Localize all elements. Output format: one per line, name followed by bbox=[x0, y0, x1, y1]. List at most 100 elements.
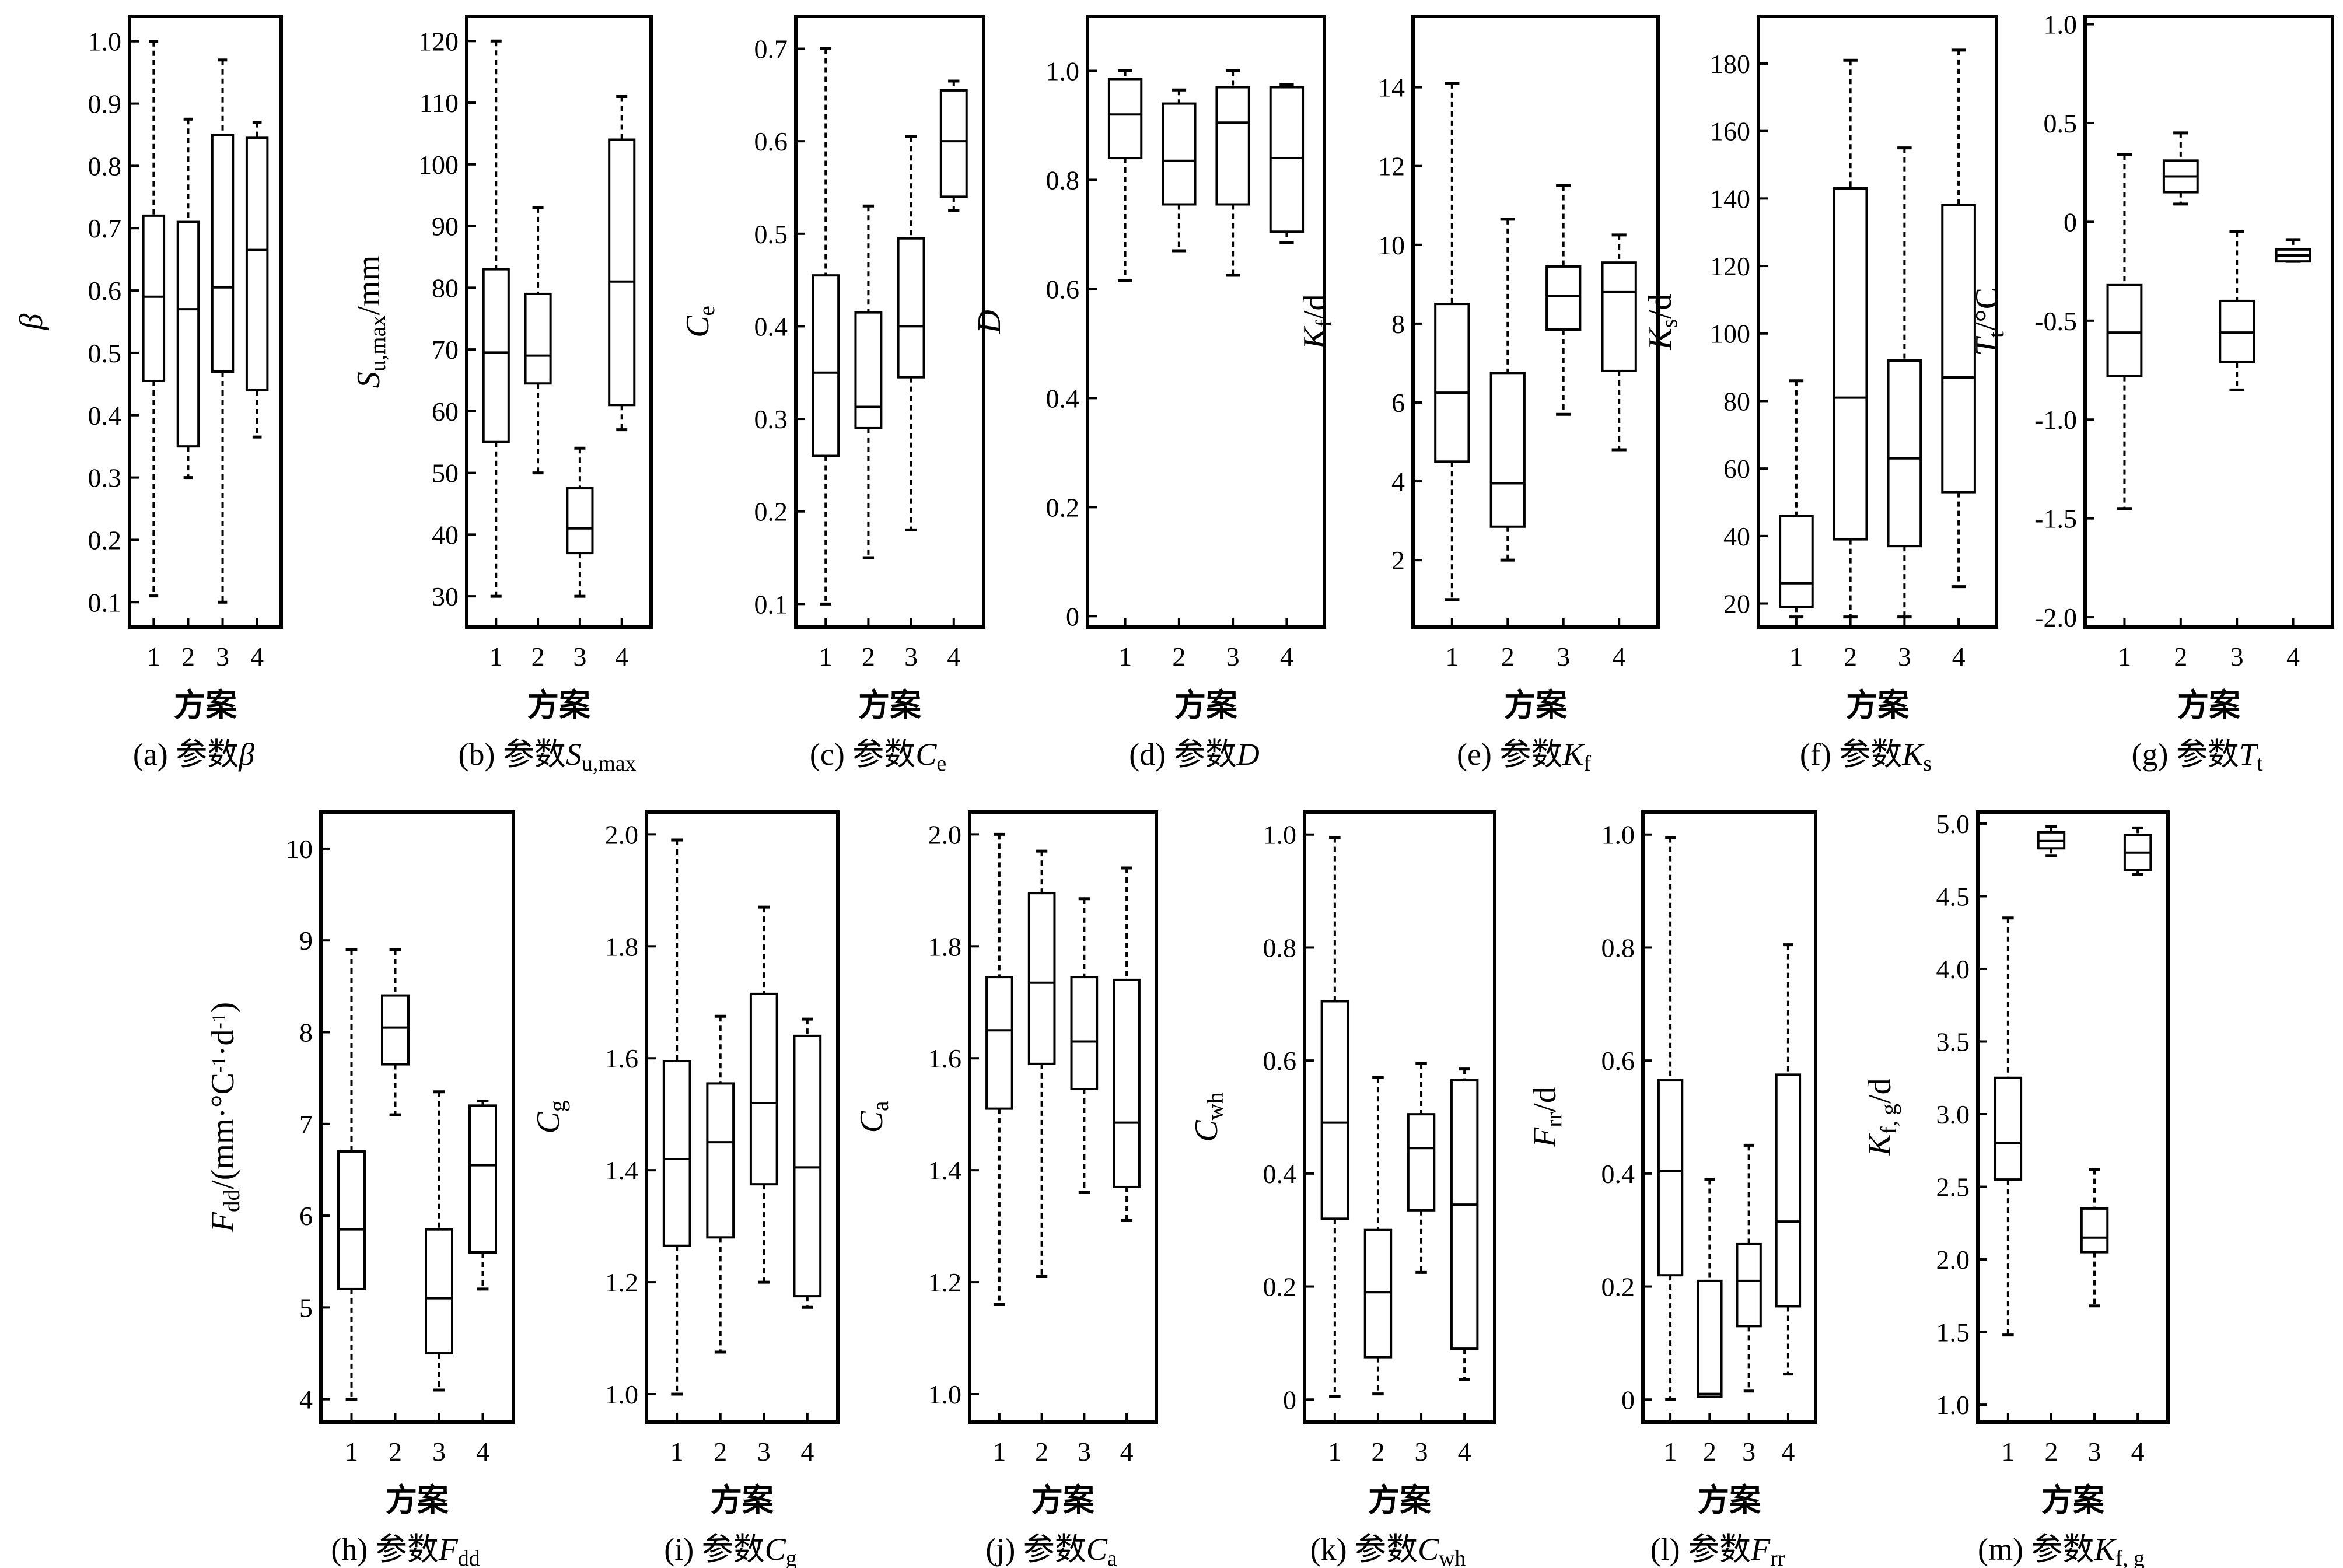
plot-frame bbox=[1411, 15, 1660, 629]
y-tick-label: 2 bbox=[1391, 545, 1405, 575]
x-tick-label: 3 bbox=[1415, 1437, 1428, 1466]
iqr-box bbox=[812, 274, 840, 457]
box-scheme-2 bbox=[176, 117, 200, 480]
box-scheme-4 bbox=[608, 94, 636, 432]
box-scheme-3 bbox=[1887, 146, 1922, 619]
y-tick-label: 20 bbox=[1723, 589, 1750, 619]
panel-l: 0 0.2 0.4 0.6 0.8 1.0 1 2 3 4 Frr/d 方案 (l) 参数Frr bbox=[1527, 810, 1817, 1568]
y-tick-label: 5.0 bbox=[1936, 809, 1970, 839]
box-scheme-3 bbox=[1070, 897, 1099, 1195]
y-tick-label: 0.6 bbox=[1601, 1046, 1635, 1076]
panel-caption: (h) 参数Fdd bbox=[331, 1532, 480, 1568]
y-axis-label: D bbox=[971, 310, 1008, 334]
iqr-box bbox=[482, 268, 510, 443]
y-tick-label: 1.2 bbox=[928, 1268, 962, 1297]
iqr-box bbox=[1107, 78, 1143, 160]
y-tick-label: -2.0 bbox=[2034, 603, 2077, 632]
box-scheme-2 bbox=[524, 206, 552, 475]
y-axis-label: Frr/d bbox=[1527, 1087, 1566, 1148]
x-tick-label: 4 bbox=[1458, 1437, 1471, 1466]
panel-h: 4 5 6 7 8 9 10 1 2 3 4 Fdd/(mm·°C-1·d-1) 方案 (h) 参数Fdd bbox=[205, 810, 515, 1568]
y-tick-label: 0.7 bbox=[88, 214, 122, 243]
iqr-box bbox=[524, 292, 552, 385]
y-tick-label: 2.5 bbox=[1936, 1172, 1970, 1202]
y-tick-label: 0.4 bbox=[1046, 383, 1080, 413]
box-scheme-4 bbox=[1269, 83, 1305, 244]
box-scheme-1 bbox=[1320, 836, 1349, 1398]
y-tick-label: 0.2 bbox=[1046, 492, 1080, 522]
y-tick-label: 1.2 bbox=[605, 1268, 639, 1297]
iqr-box bbox=[1887, 359, 1922, 548]
plot-frame bbox=[1757, 15, 1998, 629]
y-tick-label: 60 bbox=[1723, 454, 1750, 484]
x-axis-label: 方案 bbox=[2177, 687, 2241, 723]
y-tick-label: 0.6 bbox=[1046, 274, 1080, 304]
x-tick-label: 2 bbox=[2044, 1437, 2058, 1466]
y-tick-label: 6 bbox=[1391, 388, 1405, 418]
x-tick-label: 1 bbox=[1789, 642, 1803, 671]
x-tick-label: 1 bbox=[992, 1437, 1006, 1466]
x-axis-label: 方案 bbox=[386, 1482, 449, 1518]
panel-caption: (l) 参数Frr bbox=[1650, 1532, 1785, 1568]
y-tick-label: 120 bbox=[1710, 251, 1750, 281]
x-tick-label: 2 bbox=[1703, 1437, 1716, 1466]
iqr-box bbox=[1027, 892, 1056, 1065]
box-scheme-3 bbox=[897, 135, 925, 531]
y-tick-label: 2.0 bbox=[928, 820, 962, 849]
box-scheme-2 bbox=[706, 1014, 735, 1354]
box-scheme-4 bbox=[793, 1017, 822, 1309]
y-tick-label: 4.5 bbox=[1936, 881, 1970, 911]
y-tick-label: 0.5 bbox=[2044, 108, 2078, 138]
x-tick-label: 3 bbox=[904, 642, 918, 671]
iqr-box bbox=[706, 1082, 735, 1239]
y-tick-label: -1.0 bbox=[2034, 405, 2077, 435]
box-scheme-1 bbox=[142, 40, 166, 598]
box-scheme-2 bbox=[1697, 1178, 1723, 1398]
x-tick-label: 4 bbox=[1952, 642, 1966, 671]
x-tick-label: 4 bbox=[1781, 1437, 1795, 1466]
x-tick-label: 2 bbox=[531, 642, 545, 671]
x-tick-label: 1 bbox=[147, 642, 160, 671]
y-tick-label: 110 bbox=[419, 88, 459, 118]
x-tick-label: 4 bbox=[2286, 642, 2300, 671]
y-tick-label: 9 bbox=[299, 926, 313, 956]
y-tick-label: 0.2 bbox=[88, 525, 122, 555]
plot-frame bbox=[1641, 810, 1817, 1424]
iqr-box bbox=[1833, 187, 1868, 541]
iqr-box bbox=[1775, 1073, 1802, 1308]
iqr-box bbox=[1113, 978, 1141, 1188]
y-tick-label: 8 bbox=[1391, 309, 1405, 339]
y-tick-label: 0 bbox=[2064, 207, 2077, 237]
plot-frame bbox=[1086, 15, 1326, 629]
panel-caption: (c) 参数Ce bbox=[810, 737, 946, 776]
y-axis-label: Ca bbox=[854, 1101, 893, 1133]
y-tick-label: 80 bbox=[1723, 386, 1750, 416]
box-scheme-2 bbox=[1363, 1076, 1393, 1396]
x-axis-label: 方案 bbox=[711, 1482, 774, 1518]
y-tick-label: 1.0 bbox=[1601, 820, 1635, 850]
y-tick-label: 0.2 bbox=[1263, 1272, 1297, 1302]
y-tick-label: 180 bbox=[1710, 49, 1750, 79]
iqr-box bbox=[897, 237, 925, 379]
y-tick-label: 2.0 bbox=[605, 820, 639, 849]
y-tick-label: 140 bbox=[1710, 184, 1750, 214]
box-scheme-3 bbox=[566, 446, 594, 598]
y-tick-label: 0.2 bbox=[754, 497, 788, 527]
y-tick-label: 5 bbox=[299, 1293, 313, 1322]
y-axis-label: Cg bbox=[530, 1101, 570, 1134]
box-scheme-2 bbox=[1162, 88, 1197, 253]
y-tick-label: 50 bbox=[432, 459, 459, 488]
iqr-box bbox=[2106, 284, 2143, 377]
y-tick-label: 1.0 bbox=[1936, 1390, 1970, 1420]
y-tick-label: 6 bbox=[299, 1201, 313, 1231]
panel-g: -2.0 -1.5 -1.0 -0.5 0 0.5 1.0 1 2 3 4 Tt/°C 方案 (g) 参数… bbox=[1969, 10, 2334, 776]
y-tick-label: 0.8 bbox=[1263, 933, 1297, 963]
plot-frame bbox=[319, 810, 515, 1424]
y-tick-label: 4 bbox=[299, 1385, 313, 1415]
iqr-box bbox=[1434, 303, 1470, 463]
box-scheme-1 bbox=[1657, 836, 1684, 1401]
panel-caption: (d) 参数D bbox=[1129, 737, 1259, 772]
box-scheme-4 bbox=[1113, 866, 1141, 1223]
y-axis-label: Ce bbox=[680, 306, 719, 338]
